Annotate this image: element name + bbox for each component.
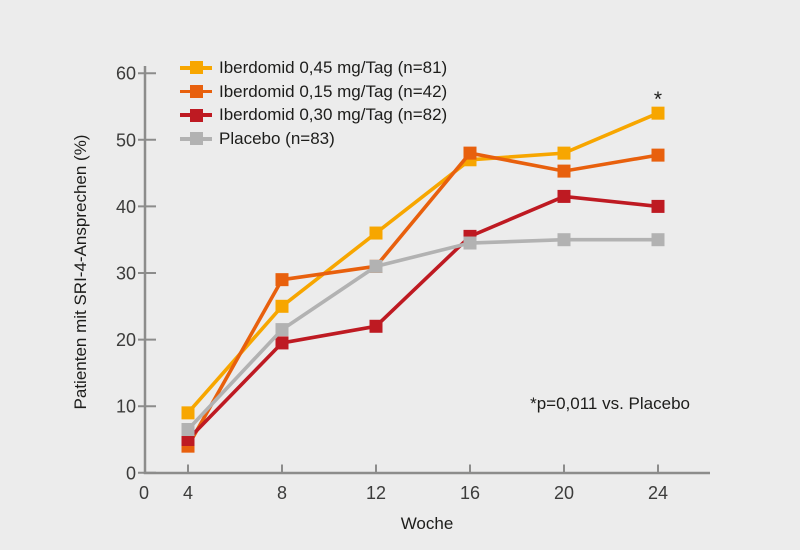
legend-marker-square-orange [180,85,212,99]
data-point-series-1-week-8 [275,273,289,287]
series-line-1 [186,151,659,448]
series-line-0 [186,111,659,415]
data-point-series-3-week-24 [651,233,665,247]
legend-item-iberdomid-030: Iberdomid 0,30 mg/Tag (n=82) [180,103,447,127]
data-point-series-3-week-12 [369,259,383,273]
data-point-series-2-week-24 [651,199,665,213]
y-tick-label: 60 [116,64,136,84]
legend-label: Iberdomid 0,45 mg/Tag (n=81) [219,57,448,77]
legend-marker-square-amber [180,61,212,75]
data-point-series-2-week-12 [369,319,383,333]
legend-marker-square-gray [180,132,212,146]
data-point-series-1-week-20 [557,164,571,178]
data-point-series-3-week-8 [275,323,289,337]
y-axis-title: Patienten mit SRI-4-Ansprechen (%) [71,134,90,410]
y-tick-label: 10 [116,397,136,417]
data-point-series-3-week-20 [557,233,571,247]
legend-item-iberdomid-015: Iberdomid 0,15 mg/Tag (n=42) [180,80,447,104]
x-tick-label: 12 [366,483,386,503]
data-point-series-2-week-8 [275,336,289,350]
p-value-annotation: *p=0,011 vs. Placebo [530,394,690,413]
data-point-series-1-week-16 [463,146,477,160]
chart-legend: Iberdomid 0,45 mg/Tag (n=81) Iberdomid 0… [180,56,447,151]
series-line-3 [186,237,658,431]
x-axis-title: Woche [400,514,454,533]
data-point-series-0-week-8 [275,299,289,313]
y-tick-label: 30 [116,264,136,284]
series-line-2 [186,194,659,441]
data-point-series-0-week-4 [181,406,195,420]
y-tick-label: 20 [116,330,136,350]
x-tick-label: 24 [648,483,668,503]
x-origin-label: 0 [139,483,149,503]
y-tick-label: 40 [116,197,136,217]
legend-marker-square-red [180,108,212,122]
data-point-series-3-week-4 [181,423,195,437]
data-point-series-0-week-24 [651,106,665,120]
data-point-series-3-week-16 [463,236,477,250]
x-tick-label: 8 [277,483,287,503]
x-tick-label: 4 [183,483,193,503]
data-point-series-0-week-20 [557,146,571,160]
data-point-series-2-week-4 [181,433,195,446]
significance-asterisk: * [653,88,663,111]
legend-label: Iberdomid 0,30 mg/Tag (n=82) [219,105,448,125]
x-tick-label: 20 [554,483,574,503]
data-point-series-1-week-24 [651,148,665,162]
x-tick-label: 16 [460,483,480,503]
data-point-series-2-week-20 [557,189,571,203]
legend-label: Placebo (n=83) [219,128,335,148]
legend-label: Iberdomid 0,15 mg/Tag (n=42) [219,81,448,101]
legend-item-placebo: Placebo (n=83) [180,127,447,151]
y-tick-label: 50 [116,130,136,150]
legend-item-iberdomid-045: Iberdomid 0,45 mg/Tag (n=81) [180,56,447,80]
data-point-series-0-week-12 [369,226,383,240]
y-tick-label: 0 [126,463,136,483]
